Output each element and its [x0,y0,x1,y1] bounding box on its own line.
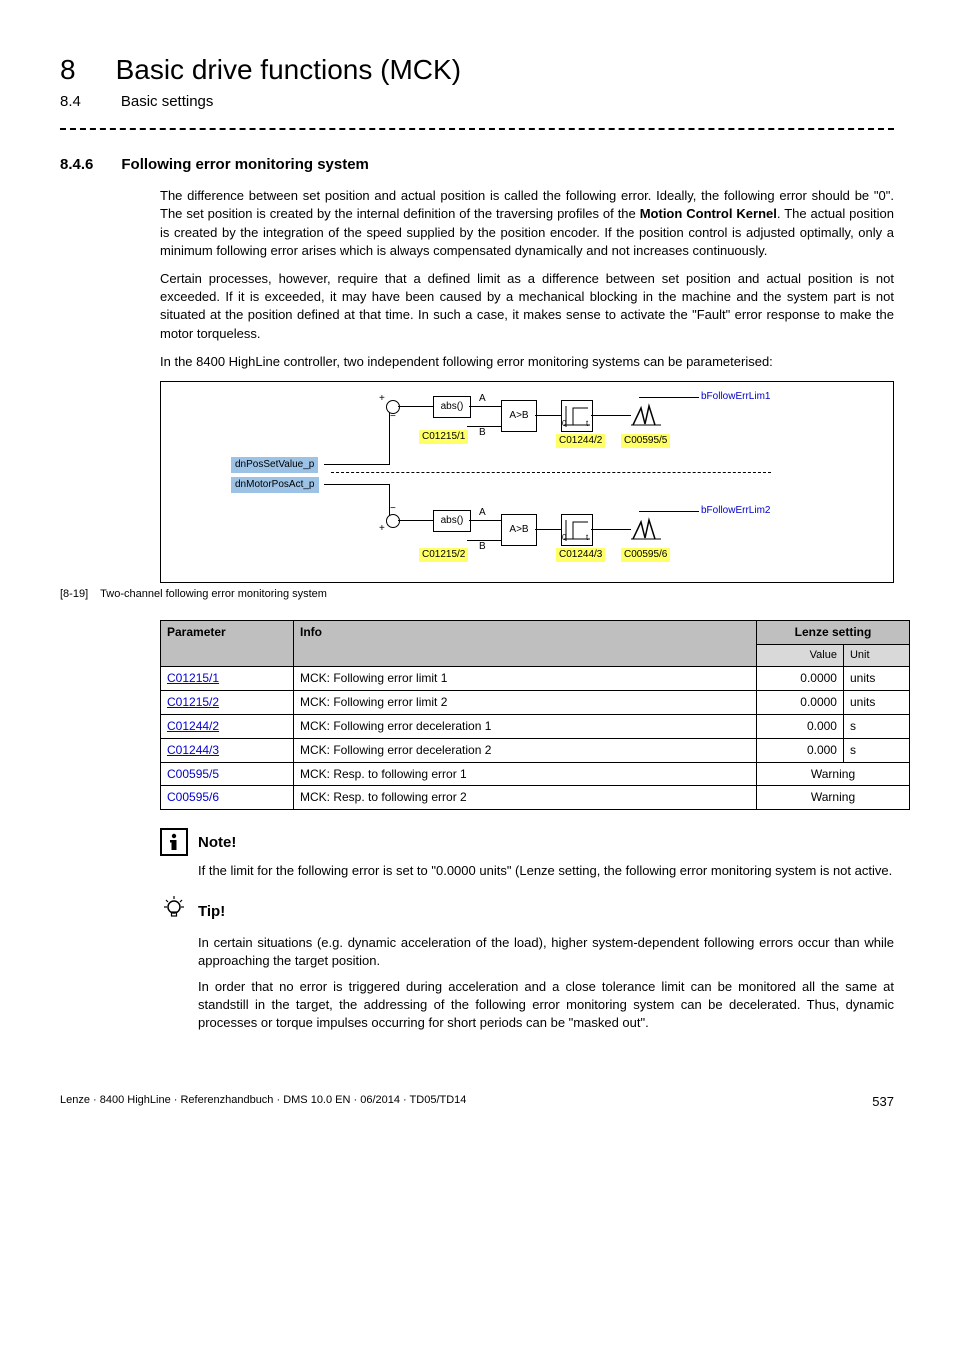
cell-unit: s [843,738,909,762]
bold-mck: Motion Control Kernel [640,206,777,221]
th-unit: Unit [843,645,909,667]
diagram-agtb-2: A>B [501,514,537,546]
param-link[interactable]: C01244/3 [167,743,219,757]
note-block: Note! If the limit for the following err… [160,828,894,880]
subsection-number: 8.4.6 [60,154,93,175]
diagram-abs-2: abs() [433,510,471,532]
diagram-agtb-1: A>B [501,400,537,432]
figure-caption: [8-19] Two-channel following error monit… [60,587,894,602]
th-lenze: Lenze setting [757,621,910,645]
footer-page-number: 537 [872,1093,894,1111]
cell-value: 0.000 [757,715,844,739]
tip-icon [160,894,188,927]
note-body: If the limit for the following error is … [198,862,894,880]
diagram-label-dnpossetvalue: dnPosSetValue_p [231,457,318,473]
diagram-label-dnmotorposact: dnMotorPosAct_p [231,477,319,493]
subsection-title: Following error monitoring system [121,154,369,175]
diagram-link-c01244-2[interactable]: C01244/2 [556,434,605,448]
diagram-out-bfollowerrlim2: bFollowErrLim2 [701,504,770,518]
param-link[interactable]: C01215/2 [167,695,219,709]
table-row: C00595/5 MCK: Resp. to following error 1… [161,762,910,786]
subsection-header: 8.4.6 Following error monitoring system [60,154,894,175]
diagram-response-1 [631,400,661,430]
diagram-link-c01215-2[interactable]: C01215/2 [419,548,468,562]
chapter-header: 8 Basic drive functions (MCK) [60,50,894,89]
tip-body-1: In certain situations (e.g. dynamic acce… [198,934,894,970]
cell-unit: units [843,691,909,715]
cell-unit: units [843,667,909,691]
cell-unit: s [843,715,909,739]
diagram-sum-node-2 [386,514,400,528]
note-title: Note! [198,832,236,853]
cell-info: MCK: Following error deceleration 1 [294,715,757,739]
chapter-number: 8 [60,50,76,89]
section-number: 8.4 [60,91,81,112]
diagram-response-2 [631,514,661,544]
tip-body-2: In order that no error is triggered duri… [198,978,894,1033]
diagram-following-error: dnPosSetValue_p dnMotorPosAct_p + − abs(… [160,381,894,583]
table-row: C00595/6 MCK: Resp. to following error 2… [161,786,910,810]
section-header: 8.4 Basic settings [60,91,894,112]
cell-info: MCK: Following error deceleration 2 [294,738,757,762]
cell-info: MCK: Following error limit 2 [294,691,757,715]
separator [60,128,894,130]
cell-value: 0.0000 [757,691,844,715]
parameter-table: Parameter Info Lenze setting Value Unit … [160,620,910,810]
table-row: C01244/3 MCK: Following error decelerati… [161,738,910,762]
paragraph-3: In the 8400 HighLine controller, two ind… [160,353,894,371]
chapter-title: Basic drive functions (MCK) [116,50,461,89]
cell-info: MCK: Resp. to following error 1 [294,762,757,786]
table-row: C01215/1 MCK: Following error limit 1 0.… [161,667,910,691]
table-row: C01244/2 MCK: Following error decelerati… [161,715,910,739]
table-header-row: Parameter Info Lenze setting [161,621,910,645]
paragraph-2: Certain processes, however, require that… [160,270,894,343]
diagram-link-c01215-1[interactable]: C01215/1 [419,430,468,444]
cell-merged: Warning [757,786,910,810]
tip-block: Tip! In certain situations (e.g. dynamic… [160,894,894,1032]
cell-value: 0.000 [757,738,844,762]
section-title: Basic settings [121,91,214,112]
th-value: Value [757,645,844,667]
diagram-out-bfollowerrlim1: bFollowErrLim1 [701,390,770,404]
th-info: Info [294,621,757,667]
caption-ref: [8-19] [60,587,88,602]
param-link[interactable]: C00595/5 [167,767,219,781]
cell-value: 0.0000 [757,667,844,691]
diagram-link-c01244-3[interactable]: C01244/3 [556,548,605,562]
caption-text: Two-channel following error monitoring s… [100,587,327,602]
table-row: C01215/2 MCK: Following error limit 2 0.… [161,691,910,715]
cell-merged: Warning [757,762,910,786]
param-link[interactable]: C01244/2 [167,719,219,733]
note-icon [160,828,188,856]
page-footer: Lenze · 8400 HighLine · Referenzhandbuch… [60,1093,894,1111]
th-parameter: Parameter [161,621,294,667]
diagram-link-c00595-5[interactable]: C00595/5 [621,434,670,448]
cell-info: MCK: Following error limit 1 [294,667,757,691]
param-link[interactable]: C01215/1 [167,671,219,685]
footer-left: Lenze · 8400 HighLine · Referenzhandbuch… [60,1093,466,1111]
param-link[interactable]: C00595/6 [167,790,219,804]
diagram-abs-1: abs() [433,396,471,418]
tip-title: Tip! [198,901,225,922]
cell-info: MCK: Resp. to following error 2 [294,786,757,810]
paragraph-1: The difference between set position and … [160,187,894,260]
diagram-link-c00595-6[interactable]: C00595/6 [621,548,670,562]
